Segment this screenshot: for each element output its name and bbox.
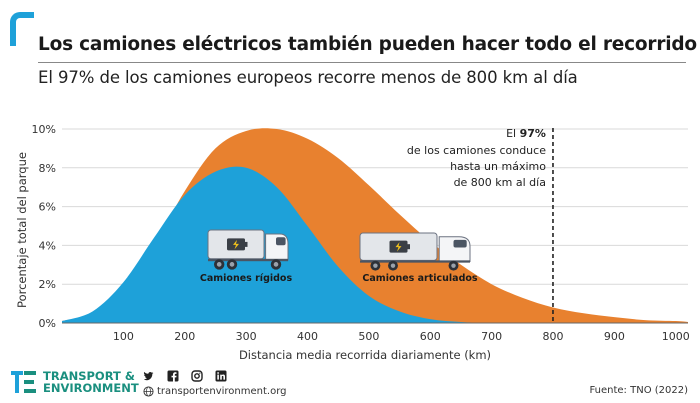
source-note: Fuente: TNO (2022) <box>589 385 688 396</box>
articulated-truck-icon <box>359 232 471 271</box>
x-tick-label: 600 <box>420 330 441 343</box>
org-name-line1: TRANSPORT & <box>43 369 135 383</box>
org-name-line2: ENVIRONMENT <box>43 381 139 395</box>
social-links <box>143 370 227 382</box>
website-text: transportenvironment.org <box>157 386 287 397</box>
org-logo: TRANSPORT & ENVIRONMENT <box>10 370 139 394</box>
x-tick-label: 1000 <box>662 330 690 343</box>
y-tick-label: 2% <box>39 278 56 291</box>
globe-icon <box>143 386 154 397</box>
wheel-hub <box>216 262 222 267</box>
annotation-bold: 97% <box>520 127 546 140</box>
wheel-hub <box>229 262 235 267</box>
reference-annotation-line1: El 97% <box>506 127 546 140</box>
y-tick-label: 4% <box>39 239 56 252</box>
rigid-truck-icon <box>207 229 289 270</box>
cab-window <box>276 237 286 246</box>
battery-terminal <box>407 244 410 250</box>
cab-window <box>453 239 467 248</box>
y-tick-label: 0% <box>39 317 56 330</box>
wheel-hub <box>451 263 456 268</box>
instagram-icon[interactable] <box>191 370 203 382</box>
y-axis-title: Porcentaje total del parque <box>15 152 29 308</box>
series-label-articulated: Camiones articulados <box>362 273 478 284</box>
x-tick-label: 900 <box>604 330 625 343</box>
truck-chassis <box>360 260 470 263</box>
x-tick-label: 500 <box>358 330 379 343</box>
te-logo-icon <box>11 371 36 393</box>
lightning-icon <box>233 239 239 250</box>
chart-subtitle: El 97% de los camiones europeos recorre … <box>38 68 578 87</box>
facebook-icon[interactable] <box>167 370 179 382</box>
annotation-pre: El <box>506 127 520 140</box>
wheel-hub <box>373 263 378 268</box>
linkedin-icon[interactable] <box>215 370 227 382</box>
wheel-hub <box>273 262 279 267</box>
x-tick-label: 700 <box>481 330 502 343</box>
y-tick-label: 8% <box>39 162 56 175</box>
x-tick-label: 400 <box>297 330 318 343</box>
title-divider <box>38 62 686 63</box>
x-tick-label: 200 <box>174 330 195 343</box>
lightning-icon <box>395 242 402 252</box>
x-tick-label: 300 <box>236 330 257 343</box>
wheel-hub <box>390 263 396 268</box>
x-axis-title: Distancia media recorrida diariamente (k… <box>239 348 491 362</box>
x-tick-label: 800 <box>542 330 563 343</box>
reference-annotation-line: de 800 km al día <box>454 176 546 189</box>
y-tick-label: 6% <box>39 201 56 214</box>
truck-chassis <box>208 258 288 262</box>
y-tick-label: 10% <box>32 123 56 136</box>
corner-bracket-decoration <box>10 12 34 46</box>
twitter-icon[interactable] <box>143 370 155 382</box>
chart-title: Los camiones eléctricos también pueden h… <box>38 34 697 55</box>
series-label-rigid: Camiones rígidos <box>200 273 293 284</box>
reference-annotation-line: de los camiones conduce <box>407 144 546 157</box>
website-link[interactable]: transportenvironment.org <box>143 386 286 397</box>
reference-annotation-line: hasta un máximo <box>450 160 546 173</box>
battery-terminal <box>245 241 248 247</box>
x-tick-label: 100 <box>113 330 134 343</box>
